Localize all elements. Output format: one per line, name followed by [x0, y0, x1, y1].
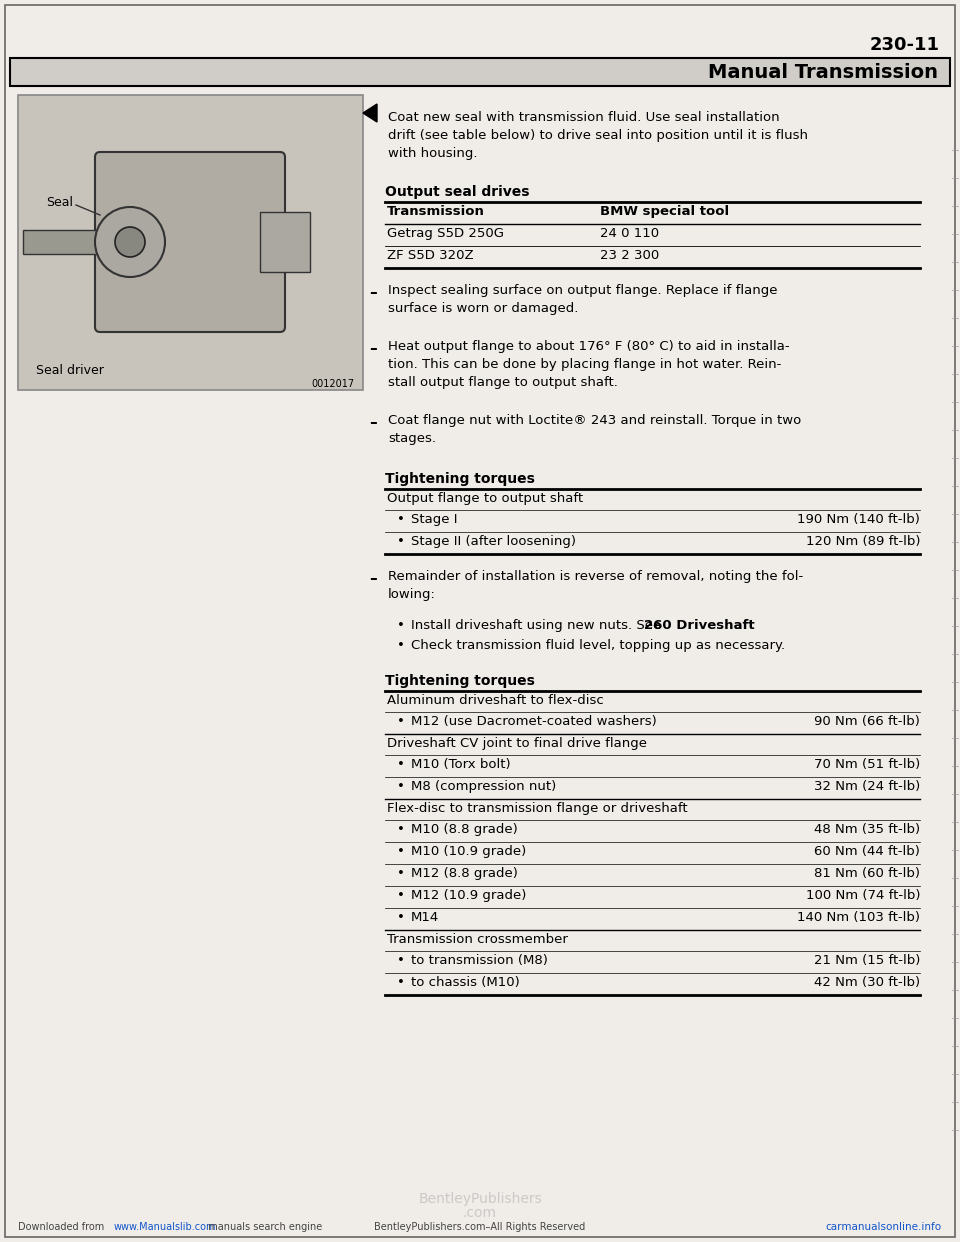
Polygon shape [363, 104, 377, 122]
Text: 0012017: 0012017 [312, 379, 355, 389]
Text: stages.: stages. [388, 432, 436, 445]
Text: •: • [397, 619, 405, 632]
Text: 23 2 300: 23 2 300 [600, 248, 660, 262]
Text: 260 Driveshaft: 260 Driveshaft [644, 619, 755, 632]
Text: Output flange to output shaft: Output flange to output shaft [387, 492, 583, 505]
Text: –: – [369, 342, 376, 356]
Text: •: • [397, 535, 405, 548]
Text: •: • [397, 845, 405, 858]
Bar [18, 94, 363, 390]
Text: Heat output flange to about 176° F (80° C) to aid in installa-: Heat output flange to about 176° F (80° … [388, 340, 790, 353]
Text: M10 (10.9 grade): M10 (10.9 grade) [411, 845, 526, 858]
Text: –: – [369, 284, 376, 301]
Circle shape [95, 207, 165, 277]
Text: •: • [397, 638, 405, 652]
Text: Coat flange nut with Loctite® 243 and reinstall. Torque in two: Coat flange nut with Loctite® 243 and re… [388, 414, 802, 427]
Text: BentleyPublishers.com–All Rights Reserved: BentleyPublishers.com–All Rights Reserve… [374, 1222, 586, 1232]
Text: Transmission crossmember: Transmission crossmember [387, 933, 568, 946]
Text: •: • [397, 976, 405, 989]
Text: Check transmission fluid level, topping up as necessary.: Check transmission fluid level, topping … [411, 638, 785, 652]
Text: Output seal drives: Output seal drives [385, 185, 530, 199]
Text: carmanualsonline.info: carmanualsonline.info [826, 1222, 942, 1232]
Text: •: • [397, 867, 405, 881]
Text: –: – [369, 571, 376, 586]
Bar [260, 212, 310, 272]
Text: 32 Nm (24 ft-lb): 32 Nm (24 ft-lb) [814, 780, 920, 792]
FancyBboxPatch shape [95, 152, 285, 332]
Text: •: • [397, 889, 405, 902]
Text: 48 Nm (35 ft-lb): 48 Nm (35 ft-lb) [814, 823, 920, 836]
Text: ZF S5D 320Z: ZF S5D 320Z [387, 248, 473, 262]
Text: •: • [397, 513, 405, 527]
Text: drift (see table below) to drive seal into position until it is flush: drift (see table below) to drive seal in… [388, 129, 808, 142]
Text: 60 Nm (44 ft-lb): 60 Nm (44 ft-lb) [814, 845, 920, 858]
Text: •: • [397, 954, 405, 968]
Text: •: • [397, 823, 405, 836]
Text: Inspect sealing surface on output flange. Replace if flange: Inspect sealing surface on output flange… [388, 284, 778, 297]
Text: Flex-disc to transmission flange or driveshaft: Flex-disc to transmission flange or driv… [387, 802, 687, 815]
Text: to chassis (M10): to chassis (M10) [411, 976, 519, 989]
Text: 24 0 110: 24 0 110 [600, 227, 660, 240]
Text: with housing.: with housing. [388, 147, 477, 160]
Text: M12 (10.9 grade): M12 (10.9 grade) [411, 889, 526, 902]
Text: Remainder of installation is reverse of removal, noting the fol-: Remainder of installation is reverse of … [388, 570, 804, 582]
Text: manuals search engine: manuals search engine [202, 1222, 323, 1232]
Text: www.Manualslib.com: www.Manualslib.com [114, 1222, 217, 1232]
Text: 120 Nm (89 ft-lb): 120 Nm (89 ft-lb) [805, 535, 920, 548]
Text: Seal: Seal [46, 195, 73, 209]
Text: stall output flange to output shaft.: stall output flange to output shaft. [388, 376, 618, 389]
Text: .com: .com [463, 1206, 497, 1220]
Text: Transmission: Transmission [387, 205, 485, 219]
Text: 90 Nm (66 ft-lb): 90 Nm (66 ft-lb) [814, 715, 920, 728]
Text: Downloaded from: Downloaded from [18, 1222, 108, 1232]
Text: 21 Nm (15 ft-lb): 21 Nm (15 ft-lb) [814, 954, 920, 968]
Text: surface is worn or damaged.: surface is worn or damaged. [388, 302, 578, 315]
Text: 140 Nm (103 ft-lb): 140 Nm (103 ft-lb) [797, 910, 920, 924]
Text: M10 (8.8 grade): M10 (8.8 grade) [411, 823, 517, 836]
Text: .: . [736, 619, 740, 632]
Text: M12 (use Dacromet-coated washers): M12 (use Dacromet-coated washers) [411, 715, 657, 728]
Text: Stage II (after loosening): Stage II (after loosening) [411, 535, 576, 548]
Text: 230-11: 230-11 [870, 36, 940, 53]
Text: 70 Nm (51 ft-lb): 70 Nm (51 ft-lb) [814, 758, 920, 771]
Text: BMW special tool: BMW special tool [600, 205, 730, 219]
Circle shape [115, 227, 145, 257]
Text: –: – [369, 415, 376, 430]
Text: Getrag S5D 250G: Getrag S5D 250G [387, 227, 504, 240]
Text: lowing:: lowing: [388, 587, 436, 601]
Text: Coat new seal with transmission fluid. Use seal installation: Coat new seal with transmission fluid. U… [388, 111, 780, 124]
Text: Seal driver: Seal driver [36, 364, 104, 376]
Text: Manual Transmission: Manual Transmission [708, 63, 938, 82]
Text: 190 Nm (140 ft-lb): 190 Nm (140 ft-lb) [797, 513, 920, 527]
Text: Stage I: Stage I [411, 513, 458, 527]
Text: tion. This can be done by placing flange in hot water. Rein-: tion. This can be done by placing flange… [388, 358, 781, 371]
Bar [23, 230, 100, 255]
Text: •: • [397, 910, 405, 924]
Text: Tightening torques: Tightening torques [385, 472, 535, 486]
Text: Install driveshaft using new nuts. See: Install driveshaft using new nuts. See [411, 619, 665, 632]
Text: 42 Nm (30 ft-lb): 42 Nm (30 ft-lb) [814, 976, 920, 989]
Text: BentleyPublishers: BentleyPublishers [419, 1192, 541, 1206]
Text: M8 (compression nut): M8 (compression nut) [411, 780, 556, 792]
Text: Tightening torques: Tightening torques [385, 674, 535, 688]
Text: M14: M14 [411, 910, 440, 924]
Text: Driveshaft CV joint to final drive flange: Driveshaft CV joint to final drive flang… [387, 737, 647, 750]
Text: Aluminum driveshaft to flex-disc: Aluminum driveshaft to flex-disc [387, 694, 604, 707]
Text: to transmission (M8): to transmission (M8) [411, 954, 548, 968]
Text: •: • [397, 715, 405, 728]
Text: •: • [397, 758, 405, 771]
Text: •: • [397, 780, 405, 792]
Text: M12 (8.8 grade): M12 (8.8 grade) [411, 867, 517, 881]
Text: M10 (Torx bolt): M10 (Torx bolt) [411, 758, 511, 771]
Text: 100 Nm (74 ft-lb): 100 Nm (74 ft-lb) [805, 889, 920, 902]
Text: 81 Nm (60 ft-lb): 81 Nm (60 ft-lb) [814, 867, 920, 881]
Bar [10, 58, 950, 86]
